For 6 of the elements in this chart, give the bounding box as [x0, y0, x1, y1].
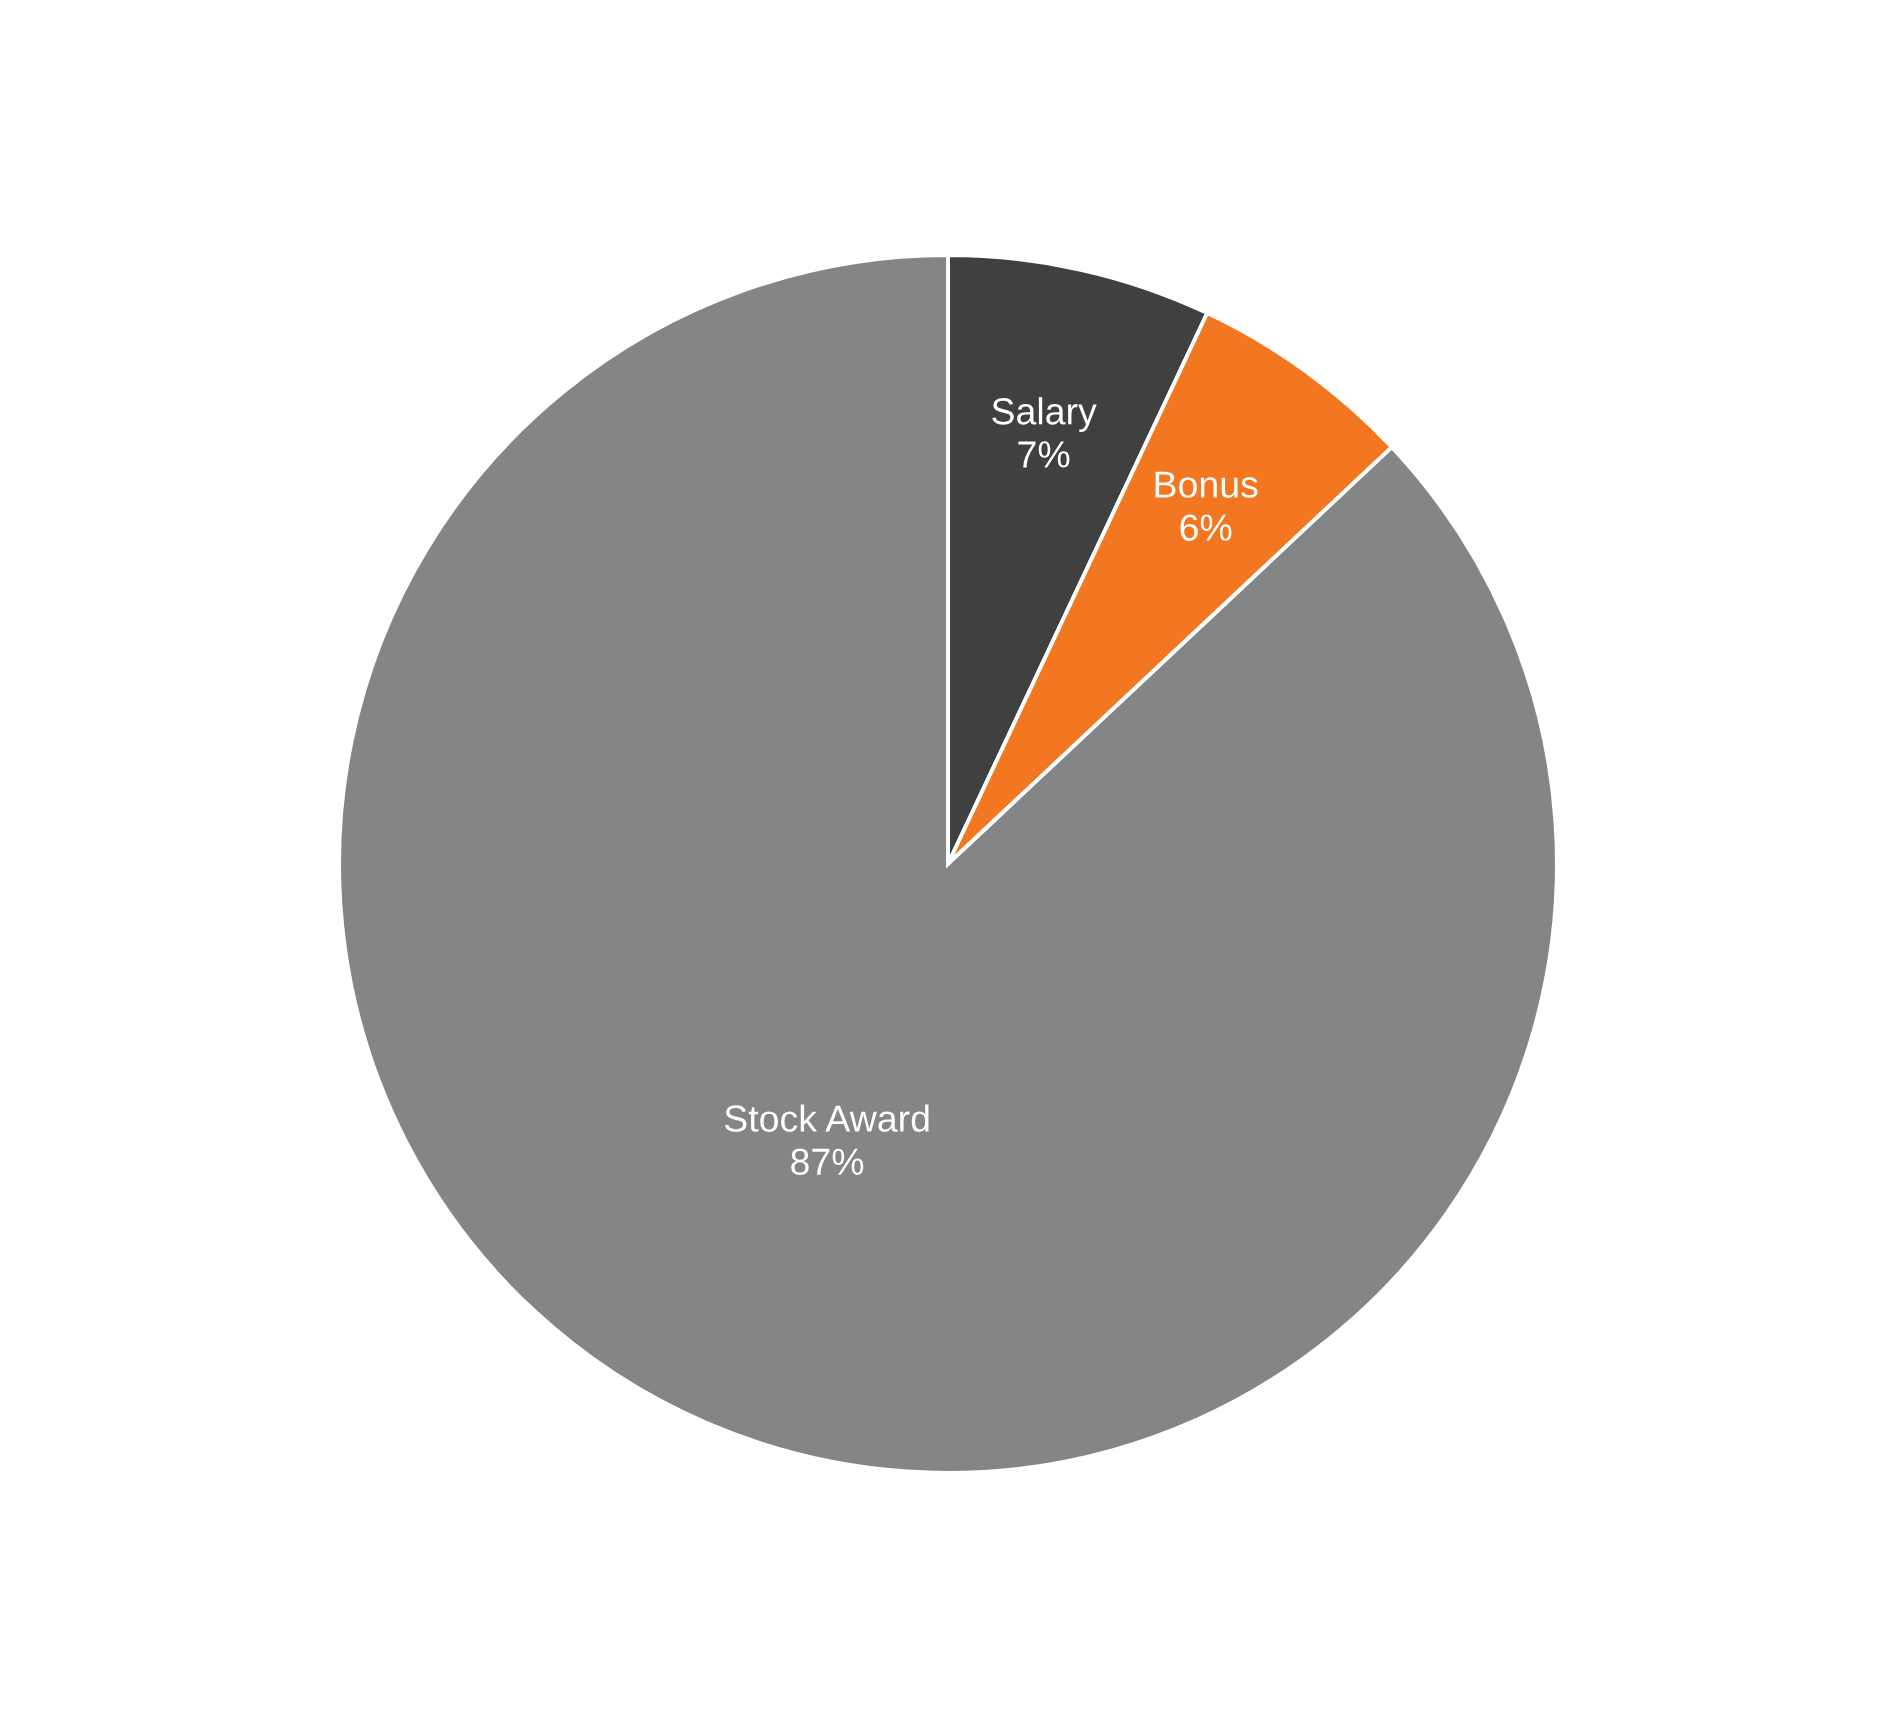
slice-label: Bonus [1155, 471, 1258, 498]
data-label: 87% [791, 1148, 864, 1176]
data-label: 7% [1018, 441, 1070, 468]
slice-label: Salary [992, 397, 1097, 433]
slice-label: Stock Award [724, 1104, 929, 1132]
data-label: 6% [1180, 514, 1232, 541]
